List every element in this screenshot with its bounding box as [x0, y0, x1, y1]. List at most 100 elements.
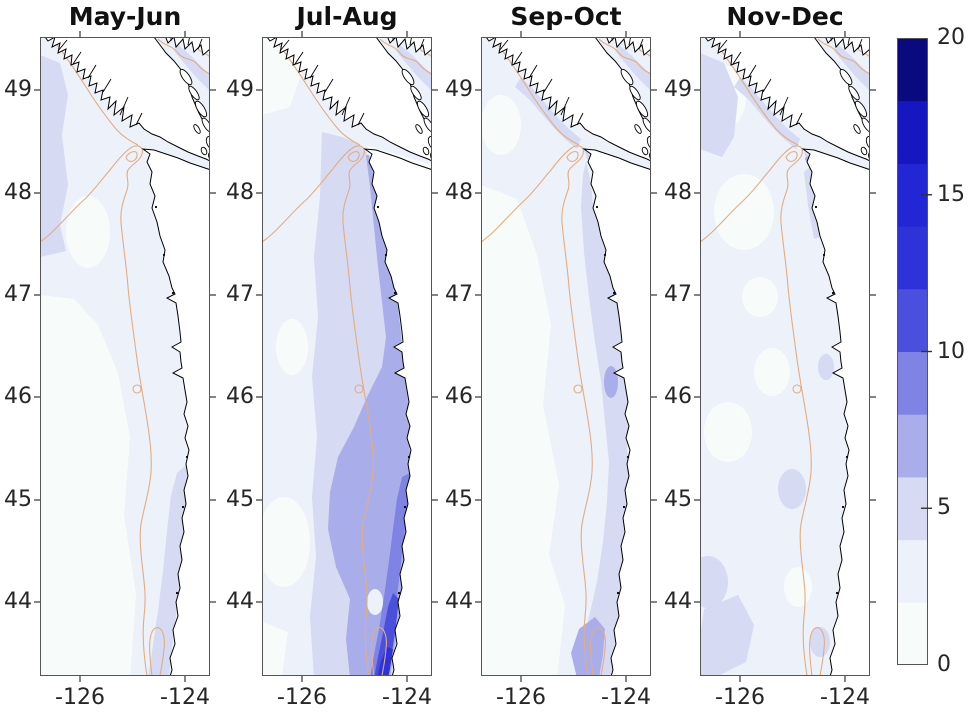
island	[194, 100, 208, 118]
colorbar-tick-label-15: 15	[937, 182, 965, 207]
y-tick-label: 46	[445, 384, 473, 409]
panel-title-may-jun: May-Jun	[68, 2, 182, 31]
land-polygon	[387, 37, 432, 56]
island	[860, 146, 868, 156]
isobath-contour	[354, 384, 364, 394]
land-polygon	[801, 148, 870, 676]
coastal-inlet	[528, 64, 538, 79]
isobath-contour	[566, 151, 579, 162]
coastal-islet	[407, 455, 411, 459]
island	[416, 100, 430, 118]
island	[415, 124, 423, 134]
value-region-level-2	[700, 595, 754, 676]
island	[410, 85, 422, 101]
island	[422, 146, 430, 156]
coastal-islet	[595, 205, 599, 209]
isobath-contour	[700, 145, 812, 676]
value-region-level-0	[481, 95, 521, 155]
colorbar-segment-16-18	[897, 100, 928, 164]
y-tick-label: 45	[226, 487, 254, 512]
value-region-level-3	[571, 617, 605, 676]
y-tick-label: 44	[445, 589, 473, 614]
land-polygon	[165, 37, 210, 56]
isobath-contour	[347, 151, 360, 162]
coastal-islet	[403, 505, 407, 509]
y-tick-label: 47	[226, 282, 254, 307]
coastal-inlet	[309, 64, 319, 79]
isobath-contour	[598, 38, 651, 76]
colorbar-segment-0-2	[897, 602, 928, 666]
value-region-level-2	[40, 55, 68, 257]
coastal-inlet	[279, 39, 290, 52]
isobath-contour	[817, 38, 870, 76]
island	[200, 146, 208, 156]
land-polygon	[582, 148, 651, 676]
coastal-inlet	[135, 112, 143, 126]
value-region-level-0	[262, 497, 310, 587]
map-panel-nov-dec	[694, 31, 876, 682]
coastal-inlet	[847, 37, 851, 46]
panel-title-nov-dec: Nov-Dec	[726, 2, 844, 31]
value-region-level-2	[700, 53, 738, 157]
value-region-level-2	[148, 465, 189, 676]
coastal-islet	[185, 455, 189, 459]
value-region-level-0	[704, 402, 752, 462]
value-region-level-4	[370, 473, 410, 676]
y-tick-label: 45	[445, 487, 473, 512]
colorbar-segment-12-14	[897, 226, 928, 290]
y-tick-label: 49	[445, 77, 473, 102]
coastal-inlet	[324, 78, 334, 93]
isobath-contour	[40, 145, 152, 676]
value-region-level-5	[374, 593, 399, 676]
panel-title-jul-aug: Jul-Aug	[296, 2, 398, 31]
coastal-inlet	[119, 96, 129, 116]
island	[427, 135, 432, 151]
panel-title-sep-oct: Sep-Oct	[510, 2, 622, 31]
isobath-contour	[792, 384, 802, 394]
island	[635, 100, 649, 118]
y-tick-label: 48	[4, 180, 32, 205]
colorbar-segment-18-20	[897, 38, 928, 102]
value-region-level-0	[742, 277, 778, 317]
coastal-inlet	[357, 112, 365, 126]
island	[848, 85, 860, 101]
value-region-level-2	[810, 627, 830, 657]
coastal-inlet	[560, 96, 570, 116]
land-polygon	[141, 148, 210, 676]
coastal-inlet	[717, 39, 728, 52]
coastal-islet	[384, 253, 388, 257]
map-panel-sep-oct	[475, 31, 657, 682]
island	[865, 135, 870, 151]
isobath-contour	[132, 384, 142, 394]
coastal-inlet	[543, 78, 553, 93]
x-tick-label: -124	[820, 685, 870, 710]
colorbar-segment-8-10	[897, 351, 928, 415]
value-region-level-0	[276, 319, 308, 375]
x-tick-label: -126	[55, 685, 105, 710]
x-tick-label: -124	[601, 685, 651, 710]
isobath-contour	[379, 38, 432, 76]
y-tick-label: 48	[226, 180, 254, 205]
value-region-level-2	[818, 354, 834, 380]
coastal-inlet	[87, 64, 97, 79]
coastal-inlet	[857, 38, 863, 50]
coastal-inlet	[498, 39, 509, 52]
colorbar-segment-2-4	[897, 539, 928, 603]
coastal-inlet	[747, 64, 757, 79]
coastal-islet	[831, 291, 835, 295]
colorbar-tick-label-10: 10	[937, 339, 965, 364]
isobath-contour	[590, 627, 606, 676]
coastal-inlet	[72, 51, 82, 65]
coastal-islet	[603, 253, 607, 257]
coastal-islet	[841, 505, 845, 509]
isobath-contour	[785, 151, 798, 162]
x-tick-label: -124	[382, 685, 432, 710]
coastal-islet	[154, 205, 158, 209]
coastal-islet	[626, 455, 630, 459]
coastal-inlet	[628, 37, 632, 46]
island	[634, 124, 642, 134]
coastal-inlet	[294, 51, 304, 65]
island	[179, 68, 193, 86]
panel-border	[700, 37, 870, 676]
coastal-inlet	[779, 96, 789, 116]
